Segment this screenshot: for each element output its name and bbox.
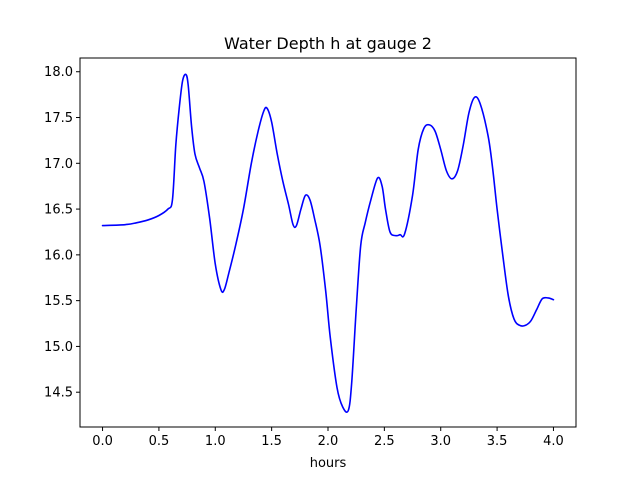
y-tick-label: 14.5 — [44, 386, 73, 401]
y-tick-label: 16.5 — [44, 203, 73, 218]
series-line — [101, 73, 555, 413]
x-tick-label: 3.5 — [487, 434, 508, 449]
x-axis-label: hours — [310, 456, 347, 471]
y-tick-label: 18.0 — [44, 65, 73, 80]
x-tick-label: 2.0 — [318, 434, 339, 449]
x-tick-label: 1.5 — [261, 434, 282, 449]
x-tick-label: 2.5 — [374, 434, 395, 449]
y-tick-label: 17.0 — [44, 157, 73, 172]
y-tick-label: 15.5 — [44, 294, 73, 309]
x-tick-label: 0.0 — [92, 434, 113, 449]
x-tick-label: 0.5 — [149, 434, 170, 449]
y-tick-label: 16.0 — [44, 248, 73, 263]
y-tick-label: 15.0 — [44, 340, 73, 355]
x-axis: 0.0 0.5 1.0 1.5 2.0 2.5 3.0 3.5 4.0 — [92, 427, 564, 449]
y-tick-label: 17.5 — [44, 111, 73, 126]
x-tick-label: 4.0 — [543, 434, 564, 449]
y-axis: 14.5 15.0 15.5 16.0 16.5 17.0 17.5 18.0 — [44, 65, 80, 401]
x-tick-label: 1.0 — [205, 434, 226, 449]
series-layer — [101, 73, 555, 413]
chart-title: Water Depth h at gauge 2 — [224, 34, 432, 53]
x-tick-label: 3.0 — [430, 434, 451, 449]
